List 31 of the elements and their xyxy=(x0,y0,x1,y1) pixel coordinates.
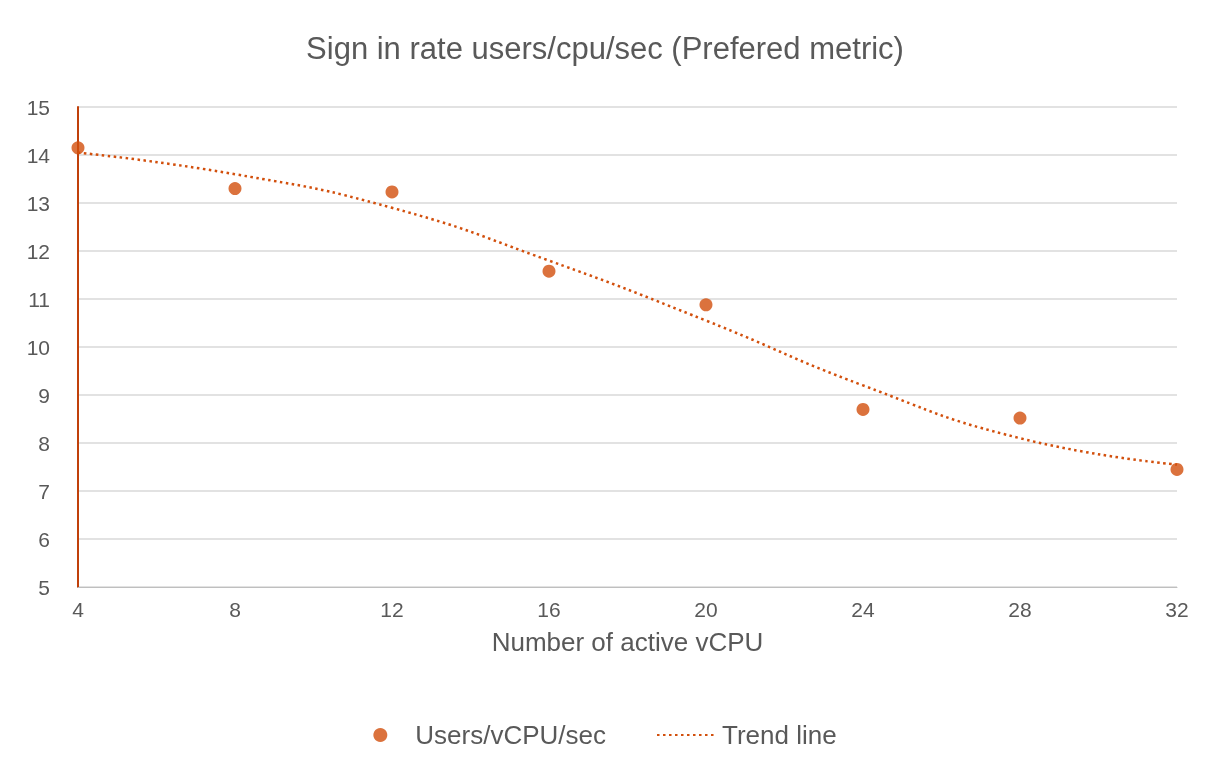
y-tick-label: 5 xyxy=(38,575,50,599)
point xyxy=(1170,462,1184,476)
x-tick-label: 20 xyxy=(694,598,718,621)
y-tick-label: 8 xyxy=(38,431,50,455)
y-tick-label: 7 xyxy=(38,479,50,503)
point xyxy=(856,402,870,416)
y-tick-label: 9 xyxy=(38,383,50,407)
legend-label: Users/vCPU/sec xyxy=(415,720,607,750)
y-tick-label: 14 xyxy=(26,143,51,167)
y-tick-label: 13 xyxy=(26,191,50,215)
y-tick-label: 6 xyxy=(38,527,50,551)
x-tick-label: 32 xyxy=(1165,598,1189,621)
point xyxy=(385,185,399,199)
point xyxy=(1013,411,1027,425)
y-tick-label: 15 xyxy=(26,95,50,119)
x-tick-label: 12 xyxy=(380,598,404,621)
legend-label: Trend line xyxy=(722,720,837,750)
y-tick-label: 11 xyxy=(28,287,50,311)
point xyxy=(542,264,556,278)
y-tick-label: 10 xyxy=(26,335,50,359)
point xyxy=(699,298,713,312)
point xyxy=(228,182,242,196)
x-tick-label: 16 xyxy=(537,598,561,621)
x-tick-label: 28 xyxy=(1008,598,1032,621)
chart-title: Sign in rate users/cpu/sec (Prefered metric) xyxy=(306,31,904,66)
x-tick-label: 8 xyxy=(229,598,241,621)
x-tick-label: 24 xyxy=(851,598,875,621)
point xyxy=(71,141,85,155)
y-tick-label: 12 xyxy=(26,239,50,263)
x-axis-title: Number of active vCPU xyxy=(491,627,764,657)
x-tick-label: 4 xyxy=(72,598,85,621)
